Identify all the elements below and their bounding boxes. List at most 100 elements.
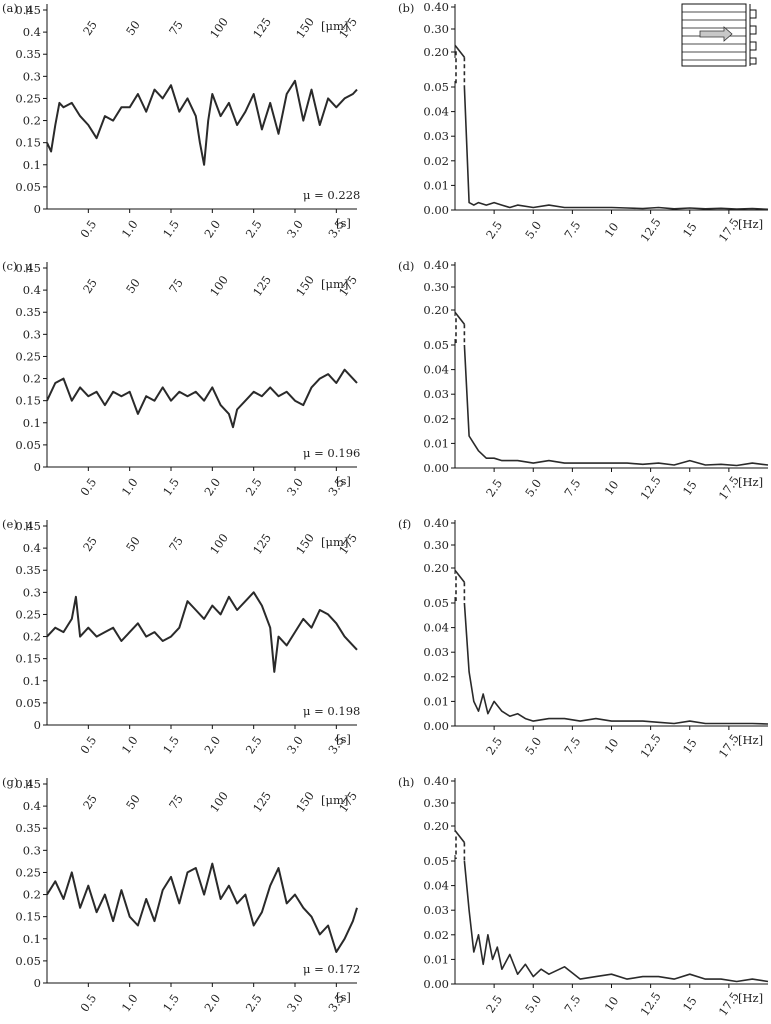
panel-label: (a) <box>2 1 18 15</box>
y-tick-label: 0 <box>34 460 41 474</box>
y-tick-label: 0 <box>34 718 41 732</box>
y-tick-label: 0.20 <box>423 45 449 59</box>
y-tick-label: 0.02 <box>423 928 449 942</box>
x2-axis-label: [μm] <box>321 277 348 291</box>
y-tick-label: 0.03 <box>423 129 449 143</box>
y-tick-label: 0.05 <box>423 80 449 94</box>
x-axis-label: [Hz] <box>738 733 763 747</box>
x-tick-label: 1.0 <box>119 733 141 756</box>
x2-tick-label: 75 <box>166 534 186 554</box>
x-tick-label: 5.0 <box>522 734 544 757</box>
x-tick-label: 12.5 <box>638 215 664 244</box>
x2-axis-label: [μm] <box>321 793 348 807</box>
y-tick-label: 0.15 <box>15 136 41 150</box>
x2-tick-label: 100 <box>207 273 231 299</box>
y-tick-label: 0.20 <box>423 303 449 317</box>
y-tick-label: 0.40 <box>423 0 449 14</box>
x-axis-label: [s] <box>336 990 351 1004</box>
x-tick-label: 1.0 <box>119 475 141 498</box>
x-tick-label: 0.5 <box>77 475 99 498</box>
panel-label: (h) <box>398 775 414 789</box>
mean-annotation: μ = 0.198 <box>303 704 360 718</box>
x-tick-label: 12.5 <box>638 989 664 1018</box>
y-tick-label: 0.40 <box>423 258 449 272</box>
x-tick-label: 3.0 <box>284 475 306 498</box>
x-tick-label: 10 <box>602 220 622 240</box>
spectrum-peak-line <box>454 569 466 583</box>
x-tick-label: 1.0 <box>119 217 141 240</box>
x2-tick-label: 125 <box>250 531 274 557</box>
y-tick-label: 0.25 <box>15 91 41 105</box>
panel-label: (g) <box>2 775 18 789</box>
y-tick-label: 0.4 <box>23 25 41 39</box>
spectrum-plot-f: (f) 0.00 0.01 0.02 0.03 0.04 0.05 0.20 0.30 0.40 2… <box>398 516 769 761</box>
y-tick-label: 0.04 <box>423 879 449 893</box>
x-tick-label: 2.0 <box>201 475 223 498</box>
y-tick-label: 0.40 <box>423 516 449 530</box>
x-axis-label: [s] <box>336 216 351 230</box>
x2-tick-label: 25 <box>80 18 100 38</box>
mean-annotation: μ = 0.196 <box>303 446 360 460</box>
y-tick-label: 0.25 <box>15 607 41 621</box>
mean-annotation: μ = 0.228 <box>303 188 360 202</box>
y-tick-label: 0.4 <box>23 541 41 555</box>
spectrum-plot-h: (h) 0.00 0.01 0.02 0.03 0.04 0.05 0.20 0.30 0.40 2… <box>398 774 769 1019</box>
spectrum-plot-d: (d) 0.00 0.01 0.02 0.03 0.04 0.05 0.20 0.30 0.40 2… <box>398 258 769 503</box>
spectrum-peak-line <box>454 830 466 843</box>
mean-annotation: μ = 0.172 <box>303 962 360 976</box>
x-axis-label: [Hz] <box>738 991 763 1005</box>
x-tick-label: 5.0 <box>522 218 544 241</box>
y-tick-label: 0.30 <box>423 796 449 810</box>
x2-tick-label: 100 <box>207 789 231 815</box>
y-tick-label: 0.04 <box>423 105 449 119</box>
x2-tick-label: 75 <box>166 792 186 812</box>
y-tick-label: 0.20 <box>423 561 449 575</box>
x2-tick-label: 150 <box>293 273 317 299</box>
y-tick-label: 0.30 <box>423 22 449 36</box>
x-tick-label: 12.5 <box>638 473 664 502</box>
y-tick-label: 0.15 <box>15 910 41 924</box>
x-tick-label: 2.5 <box>483 992 505 1015</box>
spectrum-peak-line <box>454 311 466 325</box>
x2-tick-label: 25 <box>80 792 100 812</box>
x-tick-label: 2.5 <box>483 218 505 241</box>
x2-tick-label: 100 <box>207 531 231 557</box>
x-tick-label: 2.5 <box>483 476 505 499</box>
friction-plot-a: (a) μ 0 0.05 0.1 0.15 0.2 0.25 0.3 0.35 0.4 0.45 0.5… <box>2 1 360 241</box>
y-tick-label: 0.1 <box>23 158 41 172</box>
friction-series-line <box>46 79 358 166</box>
x2-tick-label: 125 <box>250 15 274 41</box>
friction-series-line <box>46 368 358 429</box>
x-tick-label: 3.0 <box>284 733 306 756</box>
y-tick-label: 0.05 <box>15 180 41 194</box>
x2-tick-label: 50 <box>123 276 143 296</box>
x-tick-label: 0.5 <box>77 217 99 240</box>
y-tick-label: 0.45 <box>15 777 41 791</box>
friction-series-line <box>46 862 358 953</box>
x-tick-label: 15 <box>680 478 700 498</box>
y-tick-label: 0.05 <box>15 696 41 710</box>
y-tick-label: 0.05 <box>15 954 41 968</box>
friction-plot-e: (e) μ 0 0.05 0.1 0.15 0.2 0.25 0.3 0.35 0.4 0.45 0.5… <box>2 517 360 757</box>
y-tick-label: 0.3 <box>23 585 41 599</box>
y-tick-label: 0.25 <box>15 865 41 879</box>
x-tick-label: 15 <box>680 220 700 240</box>
y-tick-label: 0.1 <box>23 932 41 946</box>
x-tick-label: 2.0 <box>201 733 223 756</box>
friction-series-line <box>46 591 358 673</box>
x-tick-label: 0.5 <box>77 733 99 756</box>
x-tick-label: 1.5 <box>160 991 182 1014</box>
x2-tick-label: 50 <box>123 18 143 38</box>
x2-tick-label: 25 <box>80 276 100 296</box>
y-tick-label: 0.3 <box>23 327 41 341</box>
spectrum-peak-line <box>454 44 466 58</box>
y-tick-label: 0.4 <box>23 799 41 813</box>
x2-tick-label: 75 <box>166 276 186 296</box>
x-tick-label: 15 <box>680 994 700 1014</box>
y-tick-label: 0.02 <box>423 670 449 684</box>
y-tick-label: 0.3 <box>23 69 41 83</box>
spectrum-series-line <box>463 344 769 467</box>
x-tick-label: 1.5 <box>160 733 182 756</box>
x2-axis-label: [μm] <box>321 535 348 549</box>
